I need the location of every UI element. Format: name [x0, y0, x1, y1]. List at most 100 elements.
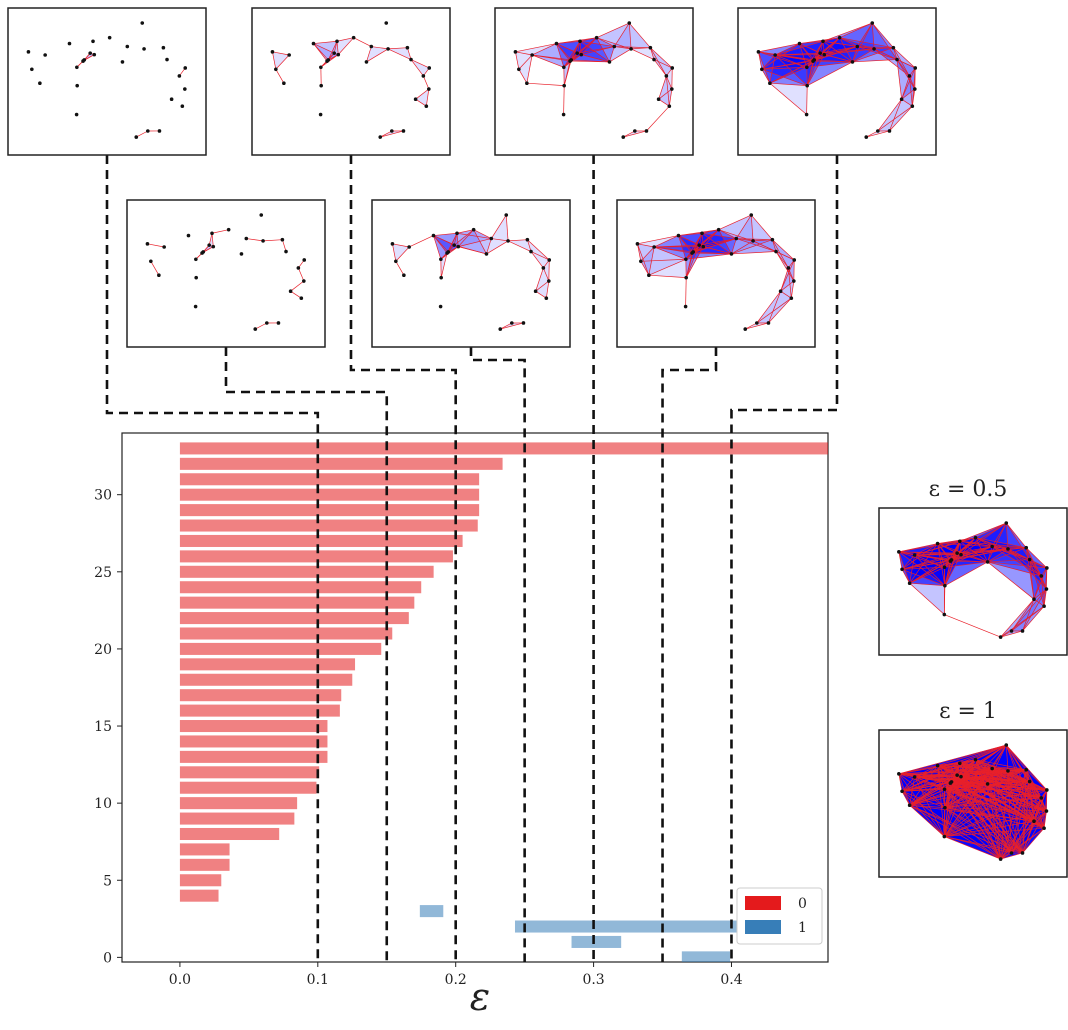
thumb-point [876, 129, 880, 133]
bar [180, 535, 463, 547]
thumb-point [562, 84, 566, 88]
thumb-point [75, 65, 79, 69]
x-tick-label: 0.4 [720, 972, 742, 988]
thumb-point [1010, 629, 1014, 633]
legend-swatch [745, 896, 781, 910]
bar [180, 520, 478, 532]
thumb-point [1024, 546, 1028, 550]
thumb-point [1021, 629, 1025, 633]
thumb-point [302, 279, 306, 283]
x-tick-label: 0.1 [307, 972, 329, 988]
thumb-point [498, 327, 502, 331]
thumb-point [755, 321, 759, 325]
thumb-point [657, 97, 661, 101]
thumb-point [456, 245, 460, 249]
thumb-point [274, 67, 278, 71]
bar [180, 581, 421, 593]
thumb-point [427, 66, 431, 70]
thumb-point [402, 129, 406, 133]
thumb-point [517, 67, 521, 71]
thumb-point [332, 51, 336, 55]
thumb-point [608, 60, 612, 64]
thumb-point [768, 81, 772, 85]
bar [180, 550, 453, 562]
thumb-point [510, 321, 514, 325]
thumb-point [402, 273, 406, 277]
thumb-point [629, 47, 633, 51]
thumb-point [1045, 566, 1049, 570]
thumb-point [336, 53, 340, 57]
thumb-point [200, 251, 204, 255]
thumb-point [959, 553, 963, 557]
thumb-point [700, 231, 704, 235]
thumb-point [369, 45, 373, 49]
thumb-point [568, 59, 572, 63]
thumb-point [779, 289, 783, 293]
thumb-point [913, 87, 917, 91]
thumb-point [818, 51, 822, 55]
thumb-point [677, 234, 681, 238]
thumb-point [194, 305, 198, 309]
thumb-point [749, 213, 753, 217]
thumb-point [684, 276, 688, 280]
thumbnail-frame [372, 200, 570, 347]
thumb-point [325, 59, 329, 63]
thumb-point [489, 237, 493, 241]
thumb-point [913, 553, 917, 557]
thumb-point [530, 53, 534, 57]
thumb-point [81, 59, 85, 63]
thumb-point [760, 67, 764, 71]
thumb-point [485, 252, 489, 256]
thumb-point [805, 65, 809, 69]
thumb-point [690, 251, 694, 255]
thumb-point [1028, 558, 1032, 562]
thumb-point [872, 47, 876, 51]
thumb-point [525, 81, 529, 85]
thumb-point [259, 213, 263, 217]
thumb-point [743, 327, 747, 331]
bar [180, 643, 381, 655]
bar [180, 813, 294, 825]
thumbnail [8, 8, 206, 155]
thumb-point [134, 135, 138, 139]
thumb-point [900, 97, 904, 101]
thumb-point [684, 257, 688, 261]
thumb-point [312, 42, 316, 46]
thumb-point [121, 60, 125, 64]
thumb-point [302, 258, 306, 262]
thumb-point [158, 129, 162, 133]
y-tick-label: 25 [94, 565, 112, 581]
thumb-point [281, 238, 285, 242]
thumb-point [1006, 547, 1010, 551]
thumb-point [386, 47, 390, 51]
thumb-point [792, 279, 796, 283]
thumb-point [506, 239, 510, 243]
thumb-point [895, 58, 899, 62]
bar [180, 859, 230, 871]
y-tick-label: 5 [103, 873, 112, 889]
thumb-point [943, 584, 947, 588]
thumb-point [888, 129, 892, 133]
thumb-point [407, 245, 411, 249]
thumb-point [319, 113, 323, 117]
thumb-point [277, 321, 281, 325]
thumb-point [555, 42, 559, 46]
thumb-point [165, 58, 169, 62]
thumbnail [617, 200, 815, 347]
thumb-point [534, 289, 538, 293]
thumb-point [91, 39, 95, 43]
thumb-point [595, 36, 599, 40]
bar [180, 658, 355, 670]
thumb-point [562, 65, 566, 69]
legend-label: 1 [798, 920, 807, 936]
thumb-point [390, 129, 394, 133]
y-tick-label: 10 [94, 796, 112, 812]
thumb-point [892, 46, 896, 50]
y-tick-label: 15 [94, 719, 112, 735]
thumb-point [92, 53, 96, 57]
thumb-point [162, 46, 166, 50]
thumb-point [170, 97, 174, 101]
thumb-point [30, 67, 34, 71]
thumb-point [665, 74, 669, 78]
bar [180, 458, 503, 470]
